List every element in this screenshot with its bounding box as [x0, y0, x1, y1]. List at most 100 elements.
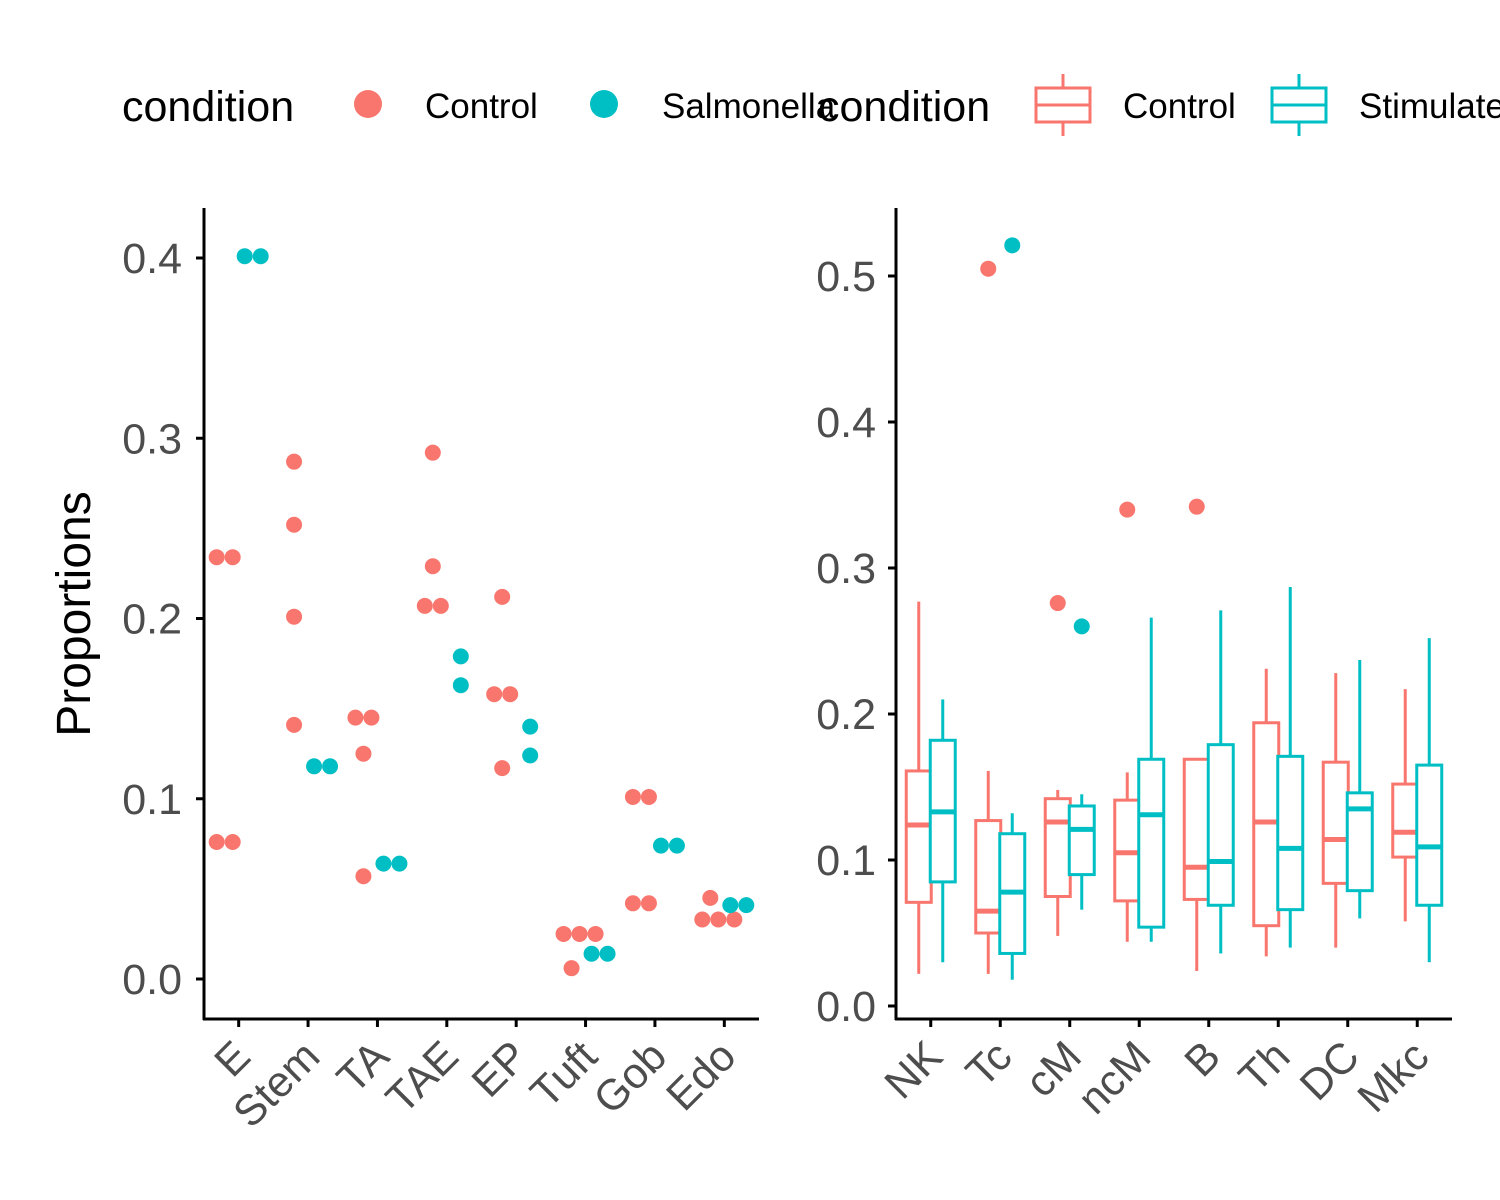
outlier-stimulated-cm-0 [1073, 618, 1090, 635]
point-control-ta-2 [355, 745, 372, 762]
iqr-box-stimulated-ncm [1137, 757, 1166, 929]
point-control-tae-2 [416, 597, 433, 614]
legend-left-key-control [354, 90, 382, 118]
x-tick-label-tae: TAE [377, 1032, 468, 1123]
point-control-stem-0 [286, 453, 303, 470]
point-control-edo-3 [726, 911, 743, 928]
y-tick-label-left-1: 0.1 [122, 776, 182, 824]
box-stimulated-tc [998, 237, 1027, 980]
point-salmonella-ta-1 [391, 855, 408, 872]
legend-right-key-control [1034, 74, 1092, 136]
y-tick-label-right-1: 0.1 [816, 837, 876, 885]
point-control-gob-2 [624, 895, 641, 912]
point-control-tae-3 [432, 597, 449, 614]
point-salmonella-ep-1 [522, 747, 539, 764]
box-control-b [1182, 498, 1211, 971]
box-plots [904, 237, 1444, 980]
point-salmonella-edo-1 [738, 897, 755, 914]
point-control-stem-1 [286, 516, 303, 533]
point-control-stem-3 [286, 716, 303, 733]
x-tick-label-dc: DC [1291, 1032, 1369, 1110]
y-axis-ticks-left: 0.0 0.1 0.2 0.3 0.4 [122, 235, 204, 1004]
point-control-ta-1 [363, 709, 380, 726]
y-tick-label-right-5: 0.5 [816, 253, 876, 301]
point-control-edo-1 [694, 911, 711, 928]
box-control-dc [1321, 673, 1350, 948]
legend-right-label-control: Control [1123, 87, 1236, 126]
x-tick-label-gob: Gob [585, 1032, 676, 1123]
y-tick-label-left-0: 0.0 [122, 956, 182, 1004]
point-control-tae-0 [424, 444, 441, 461]
x-tick-label-b: B [1176, 1032, 1230, 1086]
point-control-ta-3 [355, 868, 372, 885]
box-control-ncm [1113, 501, 1142, 942]
iqr-box-stimulated-b [1206, 743, 1235, 907]
y-axis-title-left: Proportions [48, 491, 101, 736]
point-control-tuft-1 [571, 925, 588, 942]
point-salmonella-stem-0 [306, 758, 323, 775]
outlier-control-tc-0 [980, 260, 997, 277]
box-stimulated-ncm [1137, 617, 1166, 942]
box-stimulated-nk [928, 699, 957, 963]
x-tick-label-tuft: Tuft [521, 1032, 606, 1117]
point-control-ep-1 [486, 686, 503, 703]
iqr-box-stimulated-cm [1067, 804, 1096, 877]
point-salmonella-tuft-0 [583, 945, 600, 962]
point-salmonella-tae-1 [452, 677, 469, 694]
legend-right-key-stimulated [1270, 74, 1328, 136]
box-control-tc [974, 260, 1003, 974]
point-salmonella-tae-0 [452, 648, 469, 665]
point-salmonella-stem-1 [322, 758, 339, 775]
point-salmonella-gob-0 [652, 837, 669, 854]
y-tick-label-left-4: 0.4 [122, 235, 182, 283]
iqr-box-control-b [1182, 757, 1211, 901]
point-control-tuft-3 [563, 960, 580, 977]
point-control-e-3 [224, 834, 241, 851]
point-control-gob-3 [640, 895, 657, 912]
point-control-stem-2 [286, 608, 303, 625]
point-control-tuft-0 [555, 925, 572, 942]
y-tick-label-right-4: 0.4 [816, 399, 876, 447]
outlier-control-b-0 [1188, 498, 1205, 515]
point-control-gob-1 [640, 788, 657, 805]
iqr-box-control-cm [1043, 797, 1072, 898]
box-stimulated-cm [1067, 618, 1096, 910]
point-control-gob-0 [624, 788, 641, 805]
box-control-cm [1043, 595, 1072, 936]
box-control-nk [904, 601, 933, 974]
outlier-control-cm-0 [1049, 595, 1066, 612]
x-tick-label-edo: Edo [657, 1032, 745, 1120]
x-tick-label-nk: NK [876, 1032, 952, 1108]
legend-left: condition Control Salmonella [122, 83, 836, 131]
box-stimulated-mkc [1415, 638, 1444, 963]
point-control-tuft-2 [587, 925, 604, 942]
y-tick-label-left-2: 0.2 [122, 596, 182, 644]
point-control-tae-1 [424, 558, 441, 575]
legend-right-label-stimulated: Stimulated [1359, 87, 1500, 126]
point-control-e-1 [224, 549, 241, 566]
legend-left-label-salmonella: Salmonella [662, 87, 836, 126]
x-tick-label-ep: EP [463, 1032, 538, 1107]
iqr-box-stimulated-th [1276, 754, 1305, 912]
point-control-ep-3 [494, 760, 511, 777]
point-control-e-0 [208, 549, 225, 566]
iqr-box-control-tc [974, 819, 1003, 935]
legend-left-key-salmonella [590, 90, 618, 118]
point-control-edo-0 [702, 889, 719, 906]
box-stimulated-b [1206, 610, 1235, 954]
outlier-stimulated-tc-0 [1004, 237, 1021, 254]
box-control-mkc [1391, 689, 1420, 922]
x-tick-label-th: Th [1230, 1032, 1299, 1101]
box-stimulated-th [1276, 586, 1305, 948]
x-tick-label-tc: Tc [957, 1032, 1021, 1096]
box-stimulated-dc [1345, 659, 1374, 919]
x-tick-label-ncm: ncM [1069, 1032, 1160, 1123]
box-control-th [1252, 668, 1281, 957]
legend-right-title: condition [818, 83, 990, 131]
point-salmonella-ep-0 [522, 718, 539, 735]
point-control-edo-2 [710, 911, 727, 928]
